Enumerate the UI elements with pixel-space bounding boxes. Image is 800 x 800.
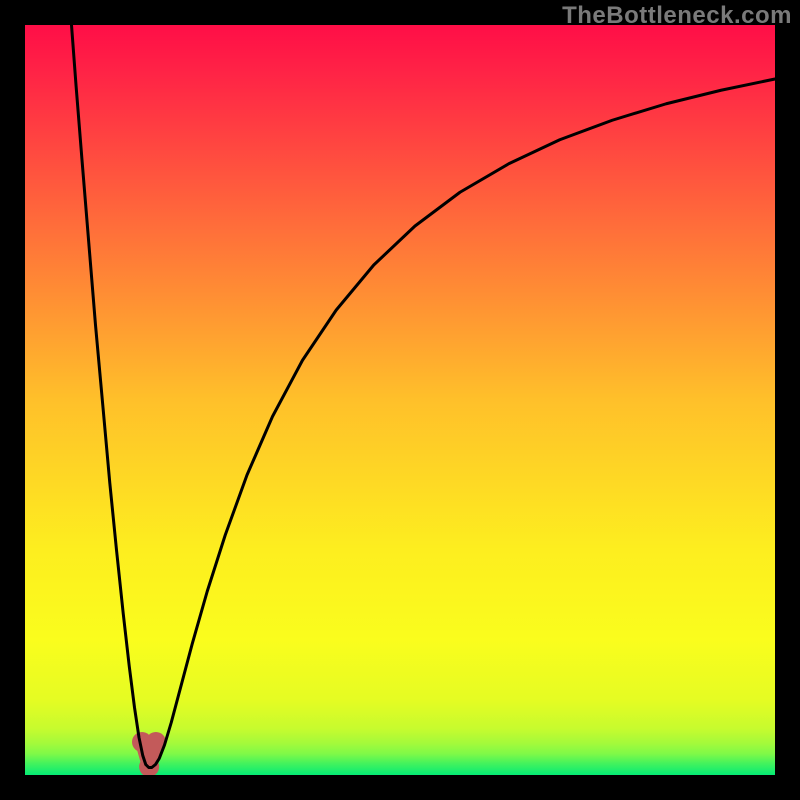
frame-left: [0, 0, 25, 800]
frame-right: [775, 0, 800, 800]
bottleneck-curve: [72, 25, 776, 768]
chart-svg-layer: [0, 0, 800, 800]
watermark-text: TheBottleneck.com: [562, 2, 792, 30]
frame-bottom: [0, 775, 800, 800]
chart-stage: TheBottleneck.com: [0, 0, 800, 800]
